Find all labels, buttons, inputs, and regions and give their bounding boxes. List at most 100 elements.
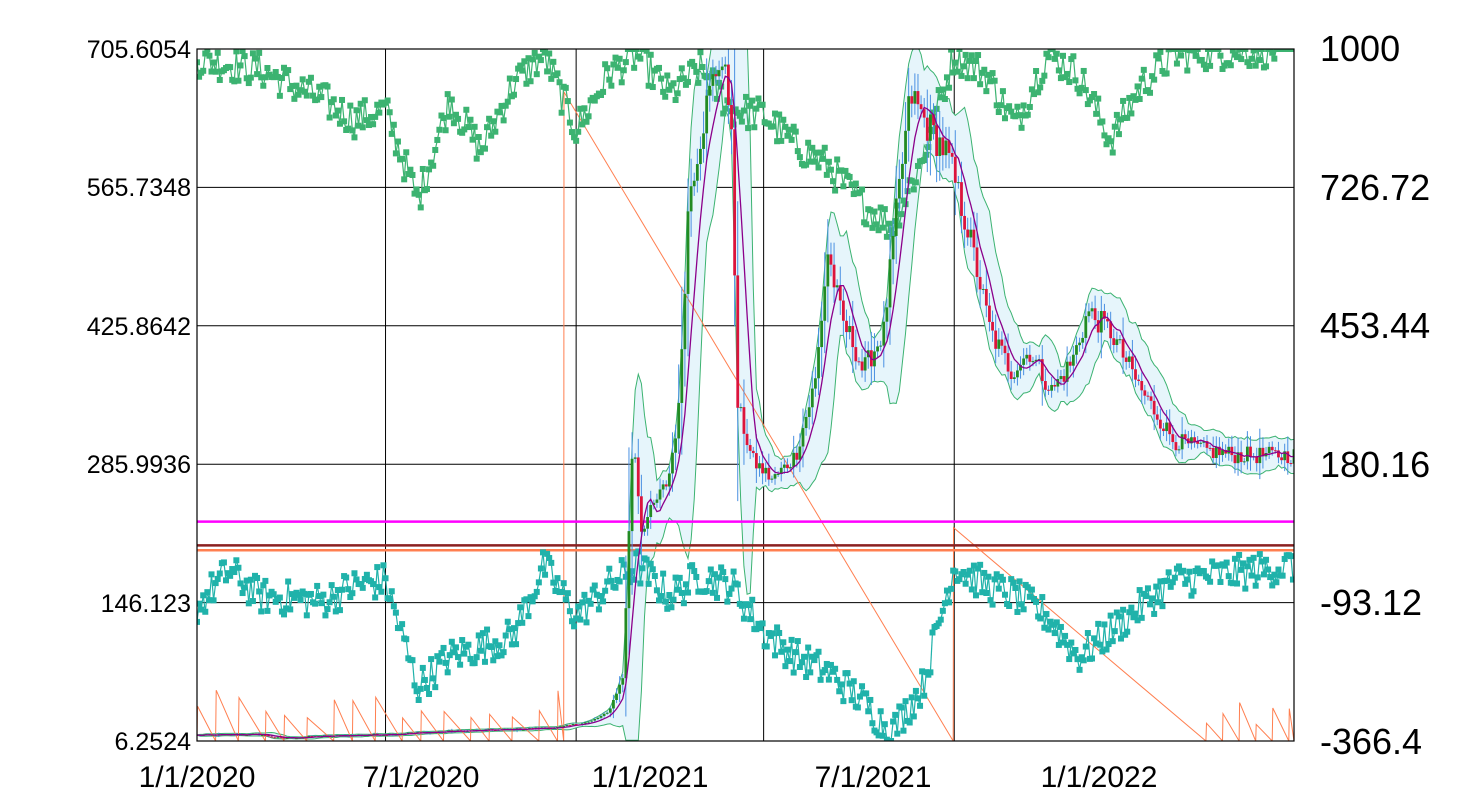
indicator-teal-segment (260, 585, 264, 612)
candle-body (1283, 451, 1287, 461)
indicator-green-segment (944, 77, 948, 100)
candle-body (770, 478, 774, 480)
indicator-teal-segment (772, 633, 776, 656)
indicator-teal-segment (645, 559, 650, 584)
candle-body (1277, 450, 1280, 458)
indicator-teal-segment (1192, 570, 1197, 592)
candle-body (1012, 377, 1016, 379)
indicator-green-segment (778, 114, 782, 141)
indicator-teal-segment (374, 567, 378, 598)
moving-average (197, 75, 1294, 739)
y-left-tick-label: 425.8642 (87, 313, 191, 341)
candle-body (1127, 356, 1131, 362)
candle-body (894, 198, 898, 236)
candle-body (562, 725, 566, 727)
candle-body (1062, 376, 1066, 382)
indicator-green-segment (339, 99, 343, 124)
indicator-teal-segment (979, 564, 983, 593)
candle-body (683, 293, 687, 350)
candle-body (1056, 379, 1060, 387)
candle-body (1137, 379, 1141, 381)
indicator-teal-segment (1018, 581, 1023, 605)
indicator-green-segment (1120, 100, 1124, 120)
indicator-teal-segment (782, 642, 786, 667)
candle-body (633, 457, 637, 459)
y-left-tick-label: 565.7348 (87, 174, 191, 202)
candle-body (776, 473, 780, 475)
candle-body (708, 85, 712, 96)
indicator-teal-segment (853, 681, 857, 707)
indicator-green-segment (401, 158, 405, 180)
indicator-green-segment (751, 100, 755, 128)
indicator-green-segment (745, 96, 749, 129)
candle-body (615, 693, 618, 700)
candle-body (981, 288, 985, 290)
indicator-teal-segment (476, 635, 480, 658)
x-tick-label: 7/1/2021 (815, 761, 932, 794)
candle-body (829, 254, 833, 265)
candle-body (919, 104, 923, 110)
candle-body (848, 326, 852, 333)
indicator-green-segment (544, 52, 548, 72)
indicator-teal-segment (712, 574, 716, 593)
candle-body (1273, 450, 1277, 452)
candle-body (730, 104, 733, 130)
indicator-green-segment (1184, 49, 1188, 71)
indicator-teal-segment (1290, 556, 1294, 580)
y-right-tick-label: 726.72 (1320, 167, 1430, 208)
indicator-green-point (521, 58, 528, 65)
indicator-green-segment (326, 86, 331, 118)
candle-body (1115, 339, 1119, 345)
indicator-green-segment (610, 64, 615, 86)
candle-body (1171, 434, 1175, 443)
indicator-teal-segment (484, 629, 488, 662)
indicator-green-segment (347, 105, 351, 129)
candle-body (1208, 447, 1212, 449)
candle-body (695, 164, 699, 181)
indicator-green-segment (1126, 97, 1130, 118)
indicator-green-segment (619, 58, 623, 83)
candle-body (991, 321, 994, 331)
candle-body (1289, 463, 1293, 465)
candle-body (994, 330, 998, 349)
candle-body (932, 114, 935, 126)
candle-body (1053, 384, 1057, 387)
indicator-green-segment (977, 55, 981, 85)
indicator-green-point (1246, 62, 1253, 69)
indicator-green-segment (650, 54, 654, 88)
candle-body (1071, 354, 1075, 366)
indicator-teal-segment (1242, 563, 1246, 589)
indicator-teal-segment (1014, 587, 1019, 613)
indicator-teal-segment (248, 579, 252, 604)
indicator-green-segment (567, 101, 571, 123)
candle-body (1103, 311, 1106, 319)
candle-body (1202, 441, 1206, 443)
indicator-teal-segment (969, 570, 973, 590)
indicator-green-segment (664, 75, 668, 97)
indicator-green-segment (1093, 93, 1097, 114)
candle-body (786, 464, 789, 469)
indicator-teal-segment (521, 600, 525, 623)
candle-body (1165, 422, 1168, 432)
candle-body (723, 64, 727, 67)
candle-body (751, 450, 755, 454)
candle-body (1236, 452, 1240, 464)
indicator-green-segment (364, 100, 368, 121)
indicator-green-segment (633, 49, 637, 68)
candle-body (279, 737, 283, 739)
band-lower-line (197, 108, 1294, 741)
indicator-green-segment (463, 109, 467, 130)
y-right-tick-label: -366.4 (1320, 721, 1422, 762)
candle-body (966, 229, 970, 238)
indicator-teal-segment (909, 697, 913, 723)
candle-body (702, 133, 705, 149)
candle-body (711, 74, 715, 86)
indicator-green-segment (217, 52, 221, 81)
indicator-teal-segment (405, 639, 409, 659)
candle-body (276, 737, 280, 739)
oscillator-series (197, 90, 1294, 741)
candle-body (643, 528, 646, 532)
indicator-teal-segment (1056, 622, 1060, 645)
candle-body (658, 489, 662, 500)
